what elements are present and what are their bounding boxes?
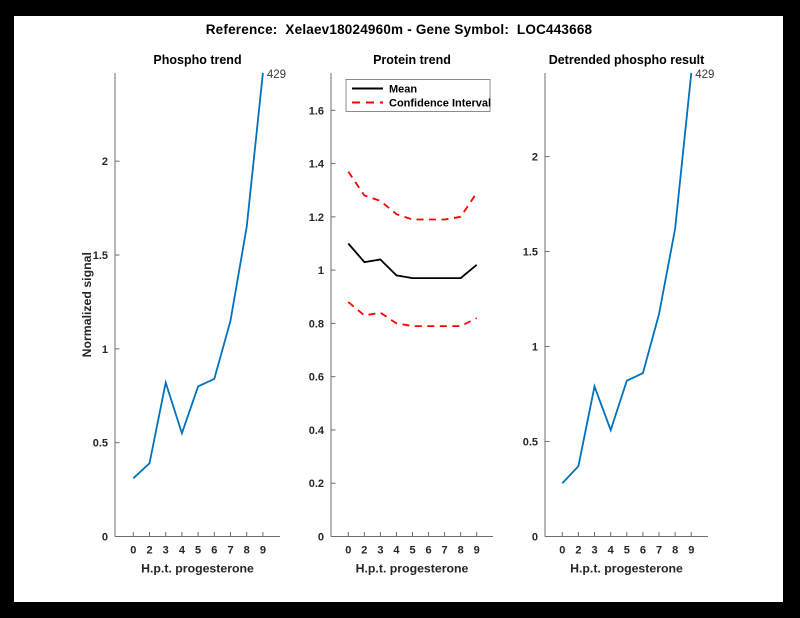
legend-box [345,79,491,112]
line-end-annotation: 429 [267,69,286,81]
x-tick-label: 6 [640,545,646,557]
legend-entry-label: Mean [389,84,417,96]
x-tick-label: 3 [163,545,169,557]
x-tick-label: 0 [130,545,136,557]
y-tick-label: 0 [532,532,538,544]
chart-title: Detrended phospho result [549,53,705,67]
y-tick-label: 0.8 [309,318,324,330]
protein-trend-chart: 00.20.40.60.811.21.41.60 2 3 4 5 6 7 8 9Protein … [309,53,493,576]
y-tick-label: 0.5 [523,437,538,449]
x-tick-label: 0 [345,545,351,557]
x-tick-label: 7 [656,545,662,557]
x-tick-label: 8 [244,545,250,557]
series-line [561,72,693,484]
chart-title: Protein trend [373,53,451,67]
x-tick-label: 0 [559,545,565,557]
legend-entry-label: Confidence Interval [389,98,491,110]
x-tick-label: 3 [591,545,597,557]
x-axis-label: H.p.t. progesterone [141,562,254,576]
x-tick-label: 4 [608,545,615,557]
x-tick-label: 9 [688,545,694,557]
y-tick-label: 0 [102,532,108,544]
x-tick-label: 8 [458,545,464,557]
x-tick-label: 5 [624,545,630,557]
series-line [347,242,478,280]
x-tick-label: 8 [672,545,678,557]
y-tick-label: 1.4 [309,159,325,171]
y-tick-label: 2 [532,152,538,164]
series-line [347,301,478,328]
x-tick-label: 4 [179,545,186,557]
x-tick-label: 6 [425,545,431,557]
y-tick-label: 1 [318,265,324,277]
y-tick-label: 0.2 [309,478,324,490]
x-tick-label: 2 [146,545,152,557]
y-tick-label: 1.2 [309,212,324,224]
y-tick-label: 1.6 [309,105,324,117]
x-tick-label: 5 [195,545,201,557]
figure-title: Reference: Xelaev18024960m - Gene Symbol… [205,22,593,37]
y-tick-label: 1 [532,342,538,354]
x-tick-label: 2 [361,545,367,557]
x-axis-label: H.p.t. progesterone [356,562,469,576]
y-tick-label: 2 [102,156,108,168]
series-line [347,171,478,221]
series-line [132,72,264,479]
x-tick-label: 7 [227,545,233,557]
x-axis-label: H.p.t. progesterone [570,562,683,576]
x-tick-label: 4 [393,545,400,557]
line-end-annotation: 429 [695,69,714,81]
y-tick-label: 1.5 [93,250,108,262]
y-tick-label: 1 [102,344,108,356]
y-tick-label: 0.6 [309,372,324,384]
chart-title: Phospho trend [153,53,241,67]
y-axis-label: Normalized signal [80,252,94,357]
y-tick-label: 0.4 [309,425,325,437]
x-tick-label: 6 [211,545,217,557]
x-tick-label: 3 [377,545,383,557]
x-tick-label: 9 [260,545,266,557]
figure-canvas [14,16,783,602]
y-tick-label: 1.5 [523,247,538,259]
x-tick-label: 7 [442,545,448,557]
x-tick-label: 5 [409,545,415,557]
x-tick-label: 2 [575,545,581,557]
y-tick-label: 0.5 [93,438,108,450]
x-tick-label: 9 [474,545,480,557]
y-tick-label: 0 [318,532,324,544]
